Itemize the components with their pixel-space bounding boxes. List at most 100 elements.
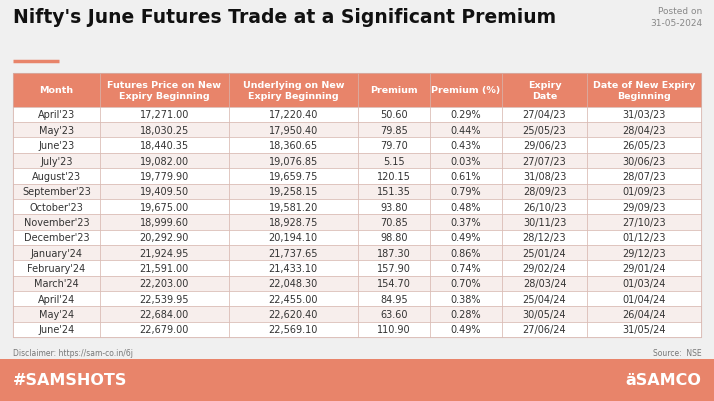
Text: 19,779.90: 19,779.90: [140, 171, 189, 181]
Text: 98.80: 98.80: [380, 233, 408, 243]
Text: 29/12/23: 29/12/23: [622, 248, 666, 258]
Text: March'24: March'24: [34, 279, 79, 289]
Text: 19,581.20: 19,581.20: [268, 202, 318, 212]
Text: July'23: July'23: [40, 156, 73, 166]
Text: 30/05/24: 30/05/24: [523, 309, 566, 319]
Bar: [228, 230, 358, 245]
Bar: [100, 169, 228, 184]
Text: November'23: November'23: [24, 217, 89, 227]
Bar: [13, 245, 100, 261]
Bar: [502, 154, 587, 169]
Bar: [587, 138, 701, 154]
Text: June'23: June'23: [39, 141, 74, 151]
Text: May'23: May'23: [39, 126, 74, 136]
Text: 28/04/23: 28/04/23: [623, 126, 665, 136]
Text: 26/04/24: 26/04/24: [623, 309, 665, 319]
Text: Disclaimer: https://sam-co.in/6j: Disclaimer: https://sam-co.in/6j: [13, 348, 133, 357]
Text: 01/03/24: 01/03/24: [623, 279, 665, 289]
Text: February'24: February'24: [27, 263, 86, 273]
Bar: [358, 306, 430, 322]
Text: 0.86%: 0.86%: [451, 248, 481, 258]
Text: April'23: April'23: [38, 110, 75, 120]
Text: Premium (%): Premium (%): [431, 86, 501, 95]
Text: 0.48%: 0.48%: [451, 202, 481, 212]
Text: October'23: October'23: [29, 202, 84, 212]
Text: Nifty's June Futures Trade at a Significant Premium: Nifty's June Futures Trade at a Signific…: [13, 8, 556, 27]
Text: 25/05/23: 25/05/23: [523, 126, 566, 136]
Text: 0.74%: 0.74%: [451, 263, 481, 273]
Text: 19,409.50: 19,409.50: [140, 187, 189, 197]
Bar: [587, 107, 701, 123]
Bar: [430, 215, 502, 230]
Bar: [228, 215, 358, 230]
Text: September'23: September'23: [22, 187, 91, 197]
Bar: [430, 230, 502, 245]
Bar: [587, 291, 701, 306]
Bar: [228, 276, 358, 291]
Text: 28/03/24: 28/03/24: [523, 279, 566, 289]
Bar: [13, 199, 100, 215]
Bar: [502, 215, 587, 230]
Bar: [228, 306, 358, 322]
Text: Expiry
Date: Expiry Date: [528, 81, 561, 101]
Bar: [13, 230, 100, 245]
Bar: [358, 138, 430, 154]
Text: 79.85: 79.85: [380, 126, 408, 136]
Bar: [100, 291, 228, 306]
Text: äSAMCO: äSAMCO: [625, 373, 701, 387]
Bar: [430, 123, 502, 138]
Text: 20,292.90: 20,292.90: [140, 233, 189, 243]
Bar: [358, 215, 430, 230]
Bar: [587, 74, 701, 107]
Text: January'24: January'24: [30, 248, 82, 258]
Bar: [587, 276, 701, 291]
Text: 01/04/24: 01/04/24: [623, 294, 665, 304]
Text: 70.85: 70.85: [380, 217, 408, 227]
Bar: [358, 276, 430, 291]
Text: 27/06/24: 27/06/24: [523, 324, 566, 334]
Bar: [502, 138, 587, 154]
Text: 29/02/24: 29/02/24: [523, 263, 566, 273]
Bar: [358, 245, 430, 261]
Bar: [228, 169, 358, 184]
Bar: [228, 154, 358, 169]
Text: 22,679.00: 22,679.00: [140, 324, 189, 334]
Bar: [502, 306, 587, 322]
Bar: [100, 322, 228, 337]
Text: 0.44%: 0.44%: [451, 126, 481, 136]
Bar: [100, 107, 228, 123]
Bar: [358, 230, 430, 245]
Text: 50.60: 50.60: [380, 110, 408, 120]
Bar: [228, 261, 358, 276]
Text: 30/11/23: 30/11/23: [523, 217, 566, 227]
Text: Premium: Premium: [370, 86, 418, 95]
Text: 31/08/23: 31/08/23: [523, 171, 566, 181]
Bar: [228, 74, 358, 107]
Bar: [13, 74, 100, 107]
Bar: [502, 322, 587, 337]
Bar: [502, 245, 587, 261]
Text: 0.38%: 0.38%: [451, 294, 481, 304]
Text: 151.35: 151.35: [377, 187, 411, 197]
Bar: [13, 184, 100, 199]
Text: 22,569.10: 22,569.10: [268, 324, 318, 334]
Bar: [228, 138, 358, 154]
Bar: [430, 184, 502, 199]
Bar: [228, 199, 358, 215]
Text: Date of New Expiry
Beginning: Date of New Expiry Beginning: [593, 81, 695, 101]
Text: 0.49%: 0.49%: [451, 324, 481, 334]
Bar: [502, 107, 587, 123]
Bar: [587, 306, 701, 322]
Text: 0.37%: 0.37%: [451, 217, 481, 227]
Bar: [13, 169, 100, 184]
Text: 5.15: 5.15: [383, 156, 405, 166]
Bar: [430, 169, 502, 184]
Text: 28/07/23: 28/07/23: [622, 171, 666, 181]
Bar: [587, 230, 701, 245]
Bar: [358, 169, 430, 184]
Text: 27/10/23: 27/10/23: [622, 217, 666, 227]
Text: April'24: April'24: [38, 294, 75, 304]
Bar: [502, 261, 587, 276]
Text: Futures Price on New
Expiry Beginning: Futures Price on New Expiry Beginning: [107, 81, 221, 101]
Bar: [13, 306, 100, 322]
